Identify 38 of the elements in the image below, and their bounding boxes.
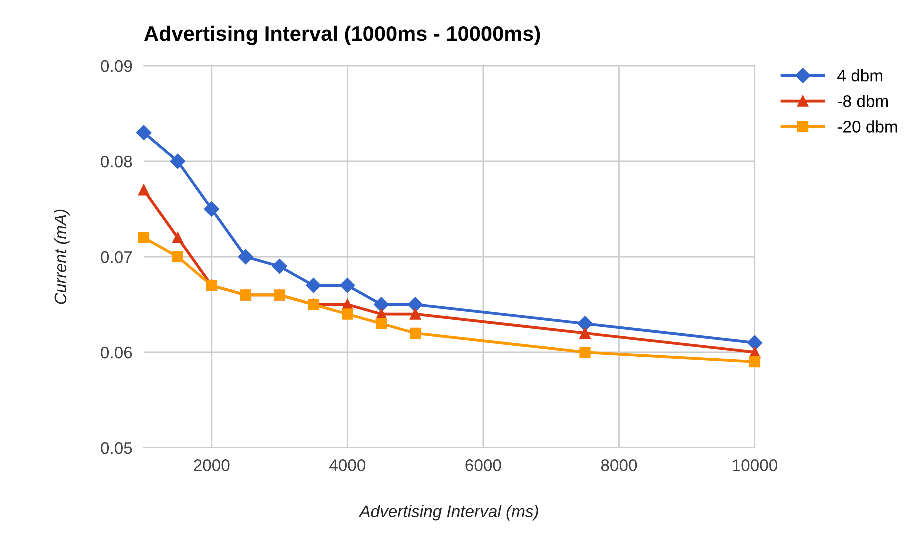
- legend-label: -20 dbm: [838, 120, 898, 133]
- point: [238, 249, 254, 265]
- point: [204, 202, 220, 217]
- y-tick-label: 0.05: [101, 442, 132, 454]
- point: [170, 154, 186, 170]
- point: [374, 297, 390, 312]
- x-tick-label: 6000: [466, 460, 502, 472]
- point: [272, 258, 288, 274]
- legend-label: 4 dbm: [838, 70, 882, 82]
- point: [138, 184, 150, 196]
- point: [136, 125, 152, 140]
- point: [578, 316, 593, 332]
- y-tick-label: 0.08: [101, 156, 132, 168]
- x-axis-title: Advertising Interval (ms): [358, 505, 538, 521]
- point: [172, 232, 184, 244]
- point: [172, 251, 184, 263]
- y-axis-title: Current (mA): [54, 210, 70, 304]
- point: [342, 308, 354, 320]
- point: [747, 335, 763, 351]
- x-tick-label: 8000: [601, 460, 638, 472]
- point: [376, 318, 388, 330]
- point: [340, 278, 356, 294]
- point: [410, 328, 422, 339]
- point: [410, 308, 422, 320]
- chart-title: Advertising Interval (1000ms - 10000ms): [144, 26, 540, 46]
- x-tick-label: 4000: [330, 460, 366, 472]
- legend-label: -8 dbm: [838, 95, 888, 108]
- x-tick-label: 2000: [194, 460, 230, 472]
- point: [749, 356, 761, 368]
- point: [580, 346, 591, 358]
- y-tick-label: 0.09: [101, 60, 132, 72]
- y-tick-label: 0.06: [101, 346, 132, 359]
- point: [306, 278, 322, 294]
- point: [580, 328, 591, 339]
- y-tick-label: 0.07: [101, 251, 132, 264]
- x-tick-label: 10000: [733, 460, 778, 472]
- point: [138, 232, 150, 244]
- point: [408, 297, 424, 312]
